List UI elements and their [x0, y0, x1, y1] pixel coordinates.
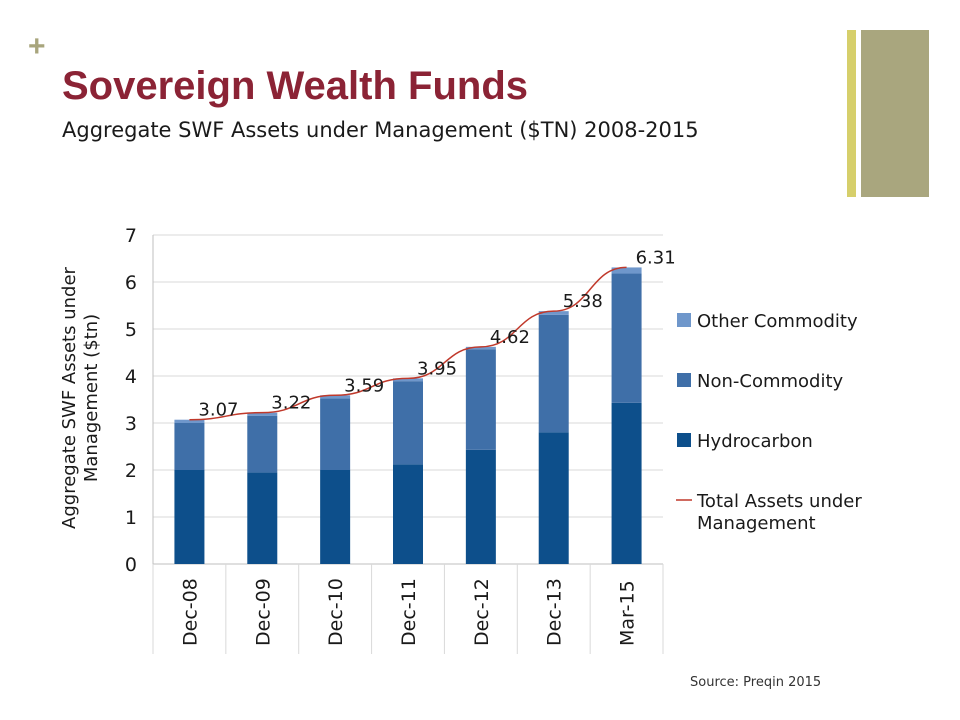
bar-other-commodity-dec-11	[393, 378, 423, 382]
x-tick-label: Dec-10	[325, 578, 347, 646]
bar-non-commodity-dec-10	[320, 398, 351, 470]
bar-other-commodity-dec-10	[320, 395, 351, 399]
bar-hydrocarbon-dec-13	[538, 432, 569, 564]
legend-swatch	[677, 313, 691, 327]
bar-hydrocarbon-dec-09	[247, 472, 278, 564]
y-tick-label: 5	[125, 319, 137, 341]
page-subtitle: Aggregate SWF Assets under Management ($…	[62, 118, 699, 142]
plus-icon: +	[28, 30, 46, 63]
bar-non-commodity-dec-09	[247, 415, 278, 473]
source-note: Source: Preqin 2015	[690, 675, 822, 690]
x-tick-label: Dec-09	[252, 578, 274, 646]
page-title: Sovereign Wealth Funds	[62, 64, 528, 108]
bar-non-commodity-dec-13	[538, 314, 569, 433]
x-tick-label: Dec-12	[471, 578, 493, 646]
accent-bar-thick	[861, 30, 929, 197]
bar-hydrocarbon-dec-08	[174, 470, 205, 564]
bar-non-commodity-dec-11	[393, 381, 423, 465]
accent-bar-thin	[847, 30, 856, 197]
y-axis-title-line: Management ($tn)	[81, 314, 102, 482]
x-tick-label: Dec-13	[544, 578, 566, 646]
bar-hydrocarbon-dec-11	[393, 464, 423, 564]
bar-other-commodity-mar-15	[611, 267, 642, 274]
legend-label: Other Commodity	[697, 311, 858, 332]
bar-other-commodity-dec-13	[538, 311, 569, 315]
y-tick-label: 1	[125, 507, 137, 529]
legend-label: Non-Commodity	[697, 371, 844, 392]
legend-label: Hydrocarbon	[697, 431, 813, 452]
y-tick-label: 3	[125, 413, 137, 435]
x-tick-label: Dec-08	[179, 578, 201, 646]
y-tick-label: 4	[125, 366, 137, 388]
data-label: 3.95	[417, 358, 457, 379]
y-tick-label: 2	[125, 460, 137, 482]
y-axis-title-line: Aggregate SWF Assets under	[59, 266, 80, 528]
x-tick-label: Mar-15	[617, 580, 639, 646]
data-label: 3.59	[344, 375, 384, 396]
x-tick-label: Dec-11	[398, 578, 420, 646]
bar-other-commodity-dec-09	[247, 412, 278, 416]
bar-other-commodity-dec-12	[465, 346, 496, 350]
legend-label: Total Assets under	[696, 491, 862, 512]
bar-hydrocarbon-dec-10	[320, 470, 351, 564]
data-label: 3.22	[271, 393, 311, 414]
bar-non-commodity-mar-15	[611, 273, 642, 403]
data-label: 4.62	[490, 327, 530, 348]
bar-other-commodity-dec-08	[174, 419, 205, 423]
bar-hydrocarbon-mar-15	[611, 402, 642, 564]
bar-hydrocarbon-dec-12	[465, 449, 496, 564]
bar-non-commodity-dec-08	[174, 423, 205, 470]
data-label: 3.07	[198, 400, 238, 421]
legend-swatch	[677, 433, 691, 447]
y-tick-label: 7	[125, 225, 137, 247]
data-label: 6.31	[636, 247, 676, 268]
total-assets-line	[189, 266, 627, 421]
legend-swatch	[677, 373, 691, 387]
y-tick-label: 0	[125, 554, 137, 576]
bar-non-commodity-dec-12	[465, 349, 496, 450]
y-tick-label: 6	[125, 272, 137, 294]
data-label: 5.38	[563, 291, 603, 312]
legend-label: Management	[697, 513, 816, 534]
